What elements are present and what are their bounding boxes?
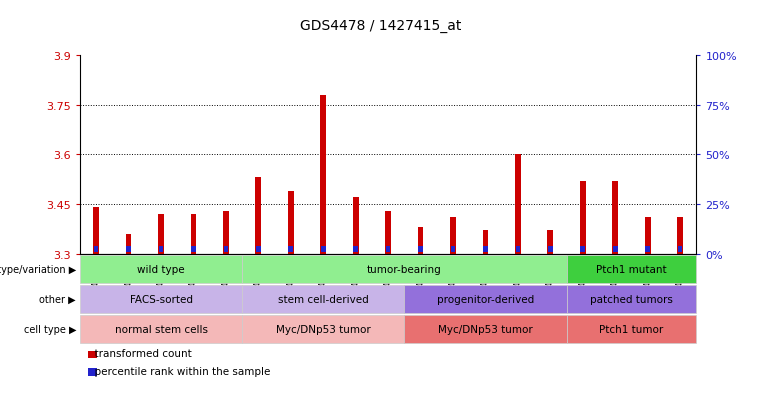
Bar (515, 247, 521, 252)
Bar (613, 247, 617, 252)
Bar (191, 247, 196, 252)
Bar (386, 247, 390, 252)
Text: percentile rank within the sample: percentile rank within the sample (88, 366, 270, 376)
Bar (645, 218, 651, 254)
Bar (288, 247, 293, 252)
Bar (256, 247, 261, 252)
Bar (385, 211, 391, 254)
Bar (645, 247, 650, 252)
Bar (677, 218, 683, 254)
Text: transformed count: transformed count (88, 349, 191, 358)
Bar (482, 231, 489, 254)
Bar (94, 247, 98, 252)
Text: patched tumors: patched tumors (590, 294, 673, 304)
Text: wild type: wild type (137, 265, 185, 275)
Bar (321, 247, 326, 252)
Bar (451, 247, 455, 252)
Bar (126, 247, 131, 252)
Bar (547, 231, 553, 254)
Bar (126, 234, 132, 254)
Text: Ptch1 mutant: Ptch1 mutant (596, 265, 667, 275)
Bar (353, 247, 358, 252)
Text: Myc/DNp53 tumor: Myc/DNp53 tumor (438, 324, 533, 334)
Bar (288, 191, 294, 254)
Bar (580, 181, 586, 254)
Text: genotype/variation ▶: genotype/variation ▶ (0, 265, 76, 275)
Bar (450, 218, 456, 254)
Text: GDS4478 / 1427415_at: GDS4478 / 1427415_at (300, 19, 461, 33)
Bar (353, 198, 358, 254)
Bar (223, 211, 229, 254)
Bar (581, 247, 585, 252)
Text: other ▶: other ▶ (40, 294, 76, 304)
Bar (224, 247, 228, 252)
Text: Myc/DNp53 tumor: Myc/DNp53 tumor (275, 324, 371, 334)
Bar (548, 247, 552, 252)
Bar (613, 181, 618, 254)
Bar (418, 228, 423, 254)
Text: FACS-sorted: FACS-sorted (129, 294, 193, 304)
Text: Ptch1 tumor: Ptch1 tumor (600, 324, 664, 334)
Bar (320, 95, 326, 254)
Text: cell type ▶: cell type ▶ (24, 324, 76, 334)
Bar (483, 247, 488, 252)
Text: progenitor-derived: progenitor-derived (437, 294, 534, 304)
Text: normal stem cells: normal stem cells (114, 324, 208, 334)
Bar (93, 208, 99, 254)
Bar (190, 214, 196, 254)
Bar (419, 247, 423, 252)
Bar (678, 247, 683, 252)
Bar (158, 214, 164, 254)
Bar (515, 155, 521, 254)
Bar (256, 178, 261, 254)
Text: stem cell-derived: stem cell-derived (278, 294, 368, 304)
Text: tumor-bearing: tumor-bearing (367, 265, 441, 275)
Bar (159, 247, 164, 252)
